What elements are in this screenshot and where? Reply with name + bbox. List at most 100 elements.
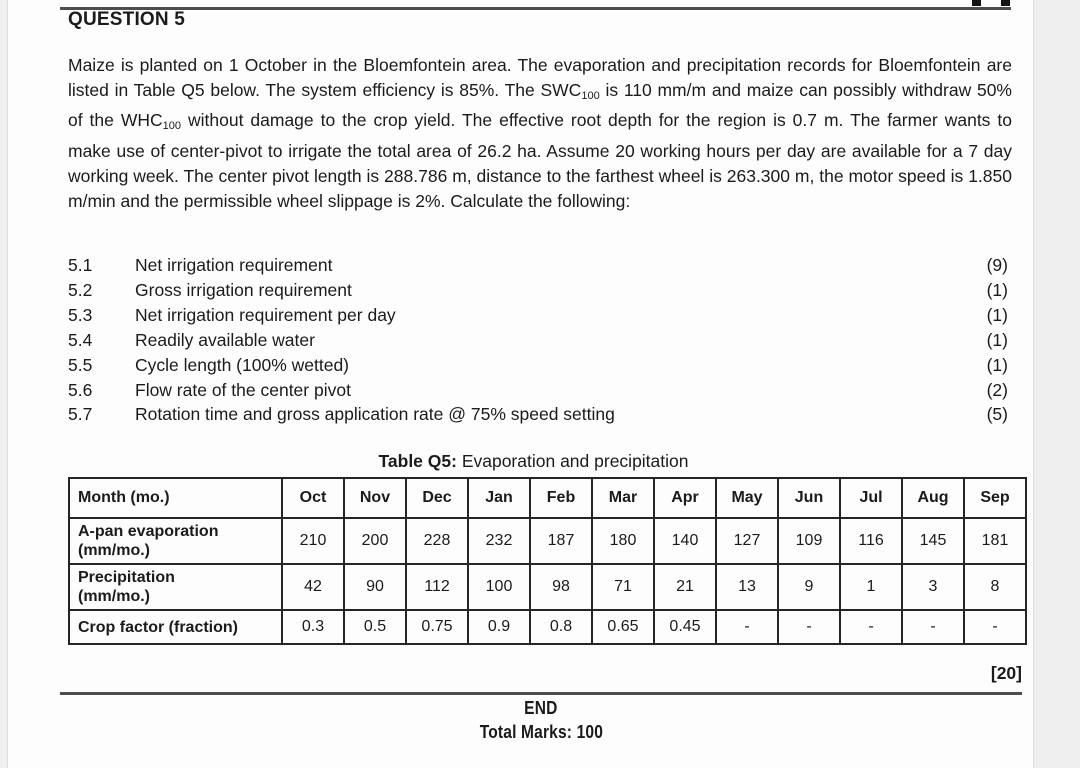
table-cell: 71 — [591, 563, 655, 611]
subquestion-marks: (1) — [986, 354, 1008, 375]
subquestion-text: Cycle length (100% wetted) — [135, 354, 349, 375]
table-cell: 0.8 — [529, 609, 593, 645]
table-header-row: Month (mo.) Oct Nov Dec Jan Feb Mar Apr May Jun J… — [68, 477, 1027, 519]
subquestion-row: 5.3 Net irrigation requirement per day (1) — [68, 303, 1008, 328]
row-label-line: (mm/mo.) — [78, 588, 150, 605]
subquestion-number: 5.6 — [68, 379, 93, 400]
subquestion-marks: (5) — [986, 404, 1008, 425]
row-label-line: (mm/mo.) — [78, 542, 150, 559]
clipped-bracket-mark-right — [1001, 0, 1010, 6]
row-label-line: Precipitation — [78, 569, 175, 586]
subquestion-marks: (1) — [986, 329, 1008, 350]
table-row: Crop factor (fraction) 0.3 0.5 0.75 0.9 0.8 0.… — [68, 609, 1027, 645]
table-cell: 109 — [777, 517, 841, 565]
table-cell: 0.75 — [405, 609, 469, 645]
table-cell: 42 — [281, 563, 345, 611]
clipped-bracket-mark-left — [972, 0, 981, 6]
subquestion-text: Gross irrigation requirement — [135, 279, 352, 300]
right-margin-strip — [1033, 0, 1080, 768]
subquestion-list: 5.1 Net irrigation requirement (9) 5.2 Gross… — [68, 253, 1008, 427]
subscript-100: 100 — [581, 89, 600, 102]
table-cell: - — [777, 609, 841, 645]
table-header-cell: Jun — [777, 477, 841, 519]
row-label-line: Crop factor (fraction) — [78, 618, 238, 636]
table-header-cell: Mar — [591, 477, 655, 519]
subquestion-number: 5.1 — [68, 255, 93, 275]
table-cell: 90 — [343, 563, 407, 611]
subquestion-text: Net irrigation requirement — [135, 255, 333, 275]
table-cell: 0.45 — [653, 609, 717, 645]
table-cell: 210 — [281, 517, 345, 565]
table-header-cell: Dec — [405, 477, 469, 519]
table-cell: 21 — [653, 563, 717, 611]
table-cell: 181 — [963, 517, 1027, 565]
table-cell: 0.3 — [281, 609, 345, 645]
table-cell: 112 — [405, 563, 469, 611]
table-header-cell: May — [715, 477, 779, 519]
end-label: END — [60, 697, 1022, 719]
page-title: QUESTION 5 — [68, 9, 186, 30]
bottom-rule — [60, 692, 1022, 695]
table-header-cell: Nov — [343, 477, 407, 519]
subquestion-text: Flow rate of the center pivot — [135, 379, 351, 400]
table-corner-header: Month (mo.) — [68, 477, 283, 519]
total-marks: Total Marks: 100 — [60, 721, 1022, 743]
subquestion-row: 5.6 Flow rate of the center pivot (2) — [68, 378, 1008, 403]
table-header-cell: Feb — [529, 477, 593, 519]
table-cell: 200 — [343, 517, 407, 565]
end-label-text: END — [524, 697, 558, 718]
question-total-marks: [20] — [990, 663, 1022, 683]
subquestion-row: 5.7 Rotation time and gross application r… — [68, 402, 1008, 427]
subquestion-row: 5.5 Cycle length (100% wetted) (1) — [68, 353, 1008, 378]
subquestion-number: 5.4 — [68, 329, 93, 350]
table-cell: 0.5 — [343, 609, 407, 645]
subquestion-row: 5.1 Net irrigation requirement (9) — [68, 253, 1008, 278]
table-cell: - — [715, 609, 779, 645]
table-cell: 13 — [715, 563, 779, 611]
subquestion-number: 5.2 — [68, 279, 93, 300]
table-header-cell: Sep — [963, 477, 1027, 519]
subquestion-marks: (9) — [986, 255, 1008, 275]
table-cell: 232 — [467, 517, 531, 565]
table-cell: - — [901, 609, 965, 645]
table-header-cell: Aug — [901, 477, 965, 519]
table-cell: 1 — [839, 563, 903, 611]
subquestion-row: 5.4 Readily available water (1) — [68, 328, 1008, 353]
table-header-cell: Jul — [839, 477, 903, 519]
subquestion-marks: (1) — [986, 279, 1008, 300]
row-label: Precipitation (mm/mo.) — [68, 563, 283, 611]
table-caption: Table Q5: Evaporation and precipitation — [68, 451, 999, 472]
table-cell: 180 — [591, 517, 655, 565]
table-header-cell: Jan — [467, 477, 531, 519]
subquestion-marks: (1) — [986, 304, 1008, 325]
row-label-line: A-pan evaporation — [78, 523, 219, 540]
table-cell: 0.9 — [467, 609, 531, 645]
subquestion-number: 5.3 — [68, 304, 93, 325]
top-rule — [60, 7, 1011, 10]
table-cell: 0.65 — [591, 609, 655, 645]
subquestion-text: Readily available water — [135, 329, 315, 350]
subquestion-text: Net irrigation requirement per day — [135, 304, 396, 325]
row-label: Crop factor (fraction) — [68, 609, 283, 645]
left-margin-strip — [0, 0, 8, 768]
table-caption-label: Table Q5: — [378, 451, 457, 471]
table-cell: 228 — [405, 517, 469, 565]
table-cell: 187 — [529, 517, 593, 565]
table-cell: 116 — [839, 517, 903, 565]
table-cell: 3 — [901, 563, 965, 611]
question-paragraph: Maize is planted on 1 October in the Blo… — [68, 53, 1012, 213]
subquestion-text: Rotation time and gross application rate… — [135, 404, 615, 425]
table-caption-text: Evaporation and precipitation — [456, 451, 689, 471]
table-cell: 9 — [777, 563, 841, 611]
subquestion-number: 5.7 — [68, 404, 93, 425]
subscript-100: 100 — [162, 120, 182, 133]
subquestion-row: 5.2 Gross irrigation requirement (1) — [68, 278, 1008, 303]
paragraph-text: without damage to the crop yield. The ef… — [68, 110, 1012, 211]
table-cell: - — [963, 609, 1027, 645]
table-cell: 8 — [963, 563, 1027, 611]
subquestion-marks: (2) — [986, 379, 1008, 400]
paragraph-text: is 110 mm/m and maize can possibly withd… — [68, 79, 1012, 131]
table-cell: - — [839, 609, 903, 645]
table-cell: 145 — [901, 517, 965, 565]
row-label: A-pan evaporation (mm/mo.) — [68, 517, 283, 565]
